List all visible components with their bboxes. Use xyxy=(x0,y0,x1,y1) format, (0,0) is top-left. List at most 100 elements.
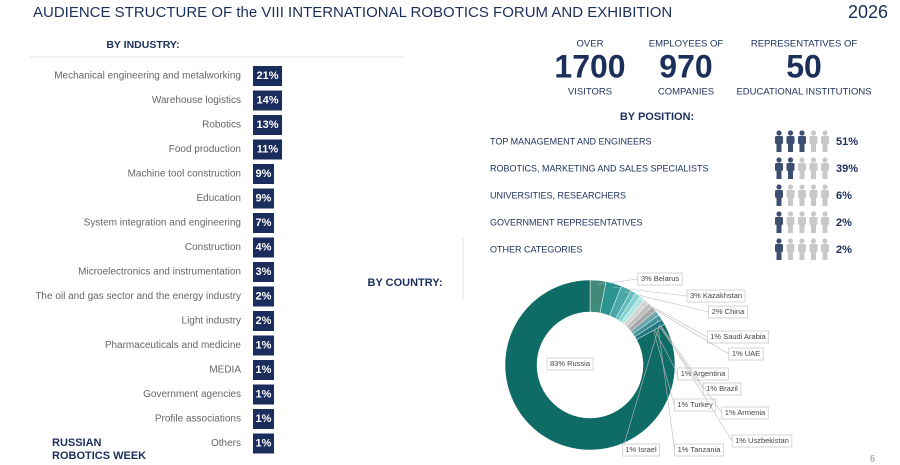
category-label: Pharmaceuticals and medicine xyxy=(105,340,242,351)
section-title: BY POSITION: xyxy=(620,111,694,123)
category-label: ROBOTICS, MARKETING AND SALES SPECIALIST… xyxy=(490,163,709,173)
value-label: 13% xyxy=(256,119,278,131)
person-icon xyxy=(821,136,829,144)
category-label: OTHER CATEGORIES xyxy=(490,244,582,254)
donut-slice xyxy=(634,319,665,340)
person-icon xyxy=(811,170,816,179)
year: 2026 xyxy=(848,2,888,22)
value-label: 21% xyxy=(256,70,278,82)
person-icon xyxy=(776,211,782,217)
person-icon xyxy=(809,163,818,171)
person-icon xyxy=(786,244,795,252)
person-icon xyxy=(788,197,793,206)
value-box xyxy=(253,384,274,405)
slice-label: 1% Turkey xyxy=(677,400,713,409)
slice-label: 3% Belarus xyxy=(641,274,680,283)
person-icon xyxy=(787,238,794,244)
person-icon xyxy=(786,163,795,171)
value-label: 1% xyxy=(256,364,272,376)
slice-label: 1% Argentina xyxy=(681,369,726,378)
person-icon xyxy=(822,197,828,206)
label-box xyxy=(708,305,748,319)
pictogram xyxy=(775,130,829,152)
category-label: GOVERNMENT REPRESENTATIVES xyxy=(490,217,643,227)
label-box xyxy=(728,347,764,361)
person-icon xyxy=(822,211,828,217)
person-icon xyxy=(799,224,805,233)
person-icon xyxy=(822,130,828,136)
section-title: BY COUNTRY: xyxy=(368,277,443,289)
category-label: Mechanical engineering and metalworking xyxy=(54,71,241,82)
slice-label: 3% Kazakhstan xyxy=(690,291,742,300)
category-label: Others xyxy=(211,438,241,449)
pictogram xyxy=(775,184,829,206)
person-icon xyxy=(799,184,805,190)
label-box xyxy=(731,434,793,448)
value-box xyxy=(253,311,274,331)
person-icon xyxy=(788,224,793,233)
person-icon xyxy=(810,211,817,217)
person-icon xyxy=(798,136,806,144)
category-label: Food production xyxy=(169,144,241,155)
slice-label: 1% Armenia xyxy=(725,408,766,417)
value-box xyxy=(253,213,274,233)
value-box xyxy=(253,139,282,160)
person-icon xyxy=(821,244,829,252)
person-icon xyxy=(799,251,805,260)
person-icon xyxy=(809,244,818,252)
leader-line xyxy=(656,319,675,451)
value-label: 2% xyxy=(836,217,852,229)
stat-value: 50 xyxy=(786,48,822,84)
person-icon xyxy=(776,238,782,244)
category-label: Microelectronics and instrumentation xyxy=(78,267,241,278)
person-icon xyxy=(798,244,806,252)
donut-slice xyxy=(504,279,676,451)
person-icon xyxy=(776,184,782,190)
pictogram xyxy=(775,157,829,179)
stat-caption: COMPANIES xyxy=(658,87,714,98)
value-label: 4% xyxy=(256,241,272,253)
person-icon xyxy=(822,238,828,244)
person-icon xyxy=(799,211,805,217)
category-label: MEDIA xyxy=(209,365,241,376)
person-icon xyxy=(822,224,828,233)
value-label: 2% xyxy=(256,290,272,302)
stat-caption: EDUCATIONAL INSTITUTIONS xyxy=(736,87,871,98)
pictogram xyxy=(775,238,829,260)
pictogram xyxy=(775,211,829,233)
value-label: 6% xyxy=(836,190,852,202)
person-icon xyxy=(810,238,817,244)
person-icon xyxy=(822,157,828,163)
person-icon xyxy=(786,190,795,198)
person-icon xyxy=(798,190,806,198)
value-label: 9% xyxy=(256,168,272,180)
value-label: 1% xyxy=(256,339,272,351)
value-box xyxy=(253,335,274,356)
value-box xyxy=(253,360,274,380)
person-icon xyxy=(810,130,817,136)
person-icon xyxy=(775,163,783,171)
person-icon xyxy=(787,184,794,190)
value-box xyxy=(253,115,282,135)
value-label: 3% xyxy=(256,266,272,278)
person-icon xyxy=(787,130,794,136)
slice-label: 1% Brazil xyxy=(706,384,738,393)
category-label: The oil and gas sector and the energy in… xyxy=(35,291,241,302)
label-box xyxy=(546,357,594,371)
person-icon xyxy=(787,157,794,163)
person-icon xyxy=(798,217,806,225)
person-icon xyxy=(776,157,782,163)
category-label: TOP MANAGEMENT AND ENGINEERS xyxy=(490,136,652,146)
value-box xyxy=(253,164,274,184)
value-label: 11% xyxy=(257,143,279,155)
value-box xyxy=(253,90,282,111)
category-label: Robotics xyxy=(202,120,241,131)
person-icon xyxy=(776,251,782,260)
value-box xyxy=(253,262,274,282)
person-icon xyxy=(809,217,818,225)
value-label: 1% xyxy=(256,413,272,425)
slice-label: 1% Tanzania xyxy=(678,445,722,454)
stat-value: 970 xyxy=(659,48,712,84)
person-icon xyxy=(788,170,793,179)
